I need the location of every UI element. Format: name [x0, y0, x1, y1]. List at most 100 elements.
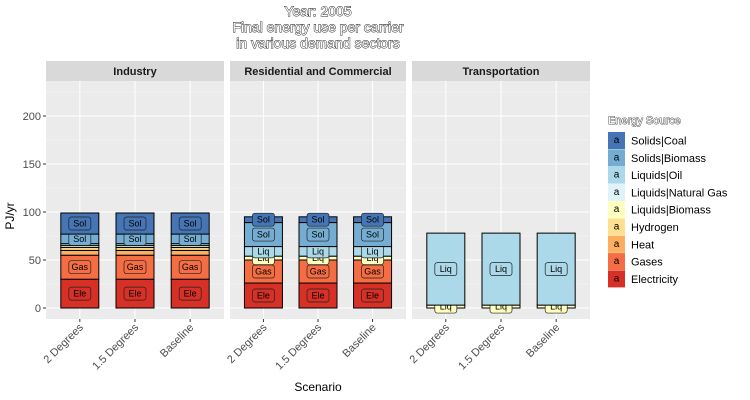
bar-label: Liq	[495, 302, 507, 312]
x-tick-label: Baseline	[158, 322, 196, 360]
bar-label-box	[252, 212, 275, 227]
bar-label: Sol	[184, 234, 197, 244]
bar-label: Liq	[495, 264, 507, 274]
bar-label: Sol	[257, 215, 270, 225]
legend-key-glyph: a	[614, 170, 620, 181]
bar-label: Sol	[366, 230, 379, 240]
bar-segment	[170, 249, 210, 256]
facet-strip-label: Transportation	[462, 66, 539, 78]
x-tick-label: 2 Degrees	[225, 321, 270, 366]
bar-label: Liq	[550, 302, 562, 312]
legend-key	[608, 253, 625, 271]
bar-label: Sol	[128, 219, 141, 229]
bar-label: Gas	[364, 267, 381, 277]
bar-label-box	[361, 264, 384, 279]
legend-key-glyph: a	[614, 135, 620, 146]
legend-item-label: Solids|Coal	[631, 136, 686, 148]
legend-key-glyph: a	[614, 222, 620, 233]
x-tick-label: Baseline	[340, 322, 378, 360]
bar-label: Ele	[311, 291, 324, 301]
bar-label: Sol	[184, 219, 197, 229]
bar-label: Gas	[127, 262, 144, 272]
bar-label: Gas	[72, 262, 89, 272]
bar-label-box	[252, 288, 275, 303]
facet-strip	[46, 61, 224, 81]
bar-label: Liq	[440, 264, 452, 274]
x-tick-label: Baseline	[524, 322, 562, 360]
legend-key-glyph: a	[614, 204, 620, 215]
bar-label-box	[434, 262, 458, 276]
bar-label: Liq	[312, 246, 324, 256]
bar-label: Gas	[182, 262, 199, 272]
legend-key-glyph: a	[614, 256, 620, 267]
bar-label: Liq	[257, 246, 269, 256]
legend-item-label: Heat	[631, 239, 654, 251]
bar-label: Gas	[310, 267, 327, 277]
legend-key	[608, 201, 625, 219]
y-tick-label: 150	[23, 159, 41, 171]
legend-key-glyph: a	[614, 152, 620, 163]
bar-label-box	[544, 262, 568, 276]
bar-label-box	[178, 260, 202, 275]
bar-label-box	[123, 286, 147, 301]
bar-segment	[115, 249, 155, 256]
bar-label: Gas	[255, 267, 272, 277]
chart-title-line-3: in various demand sectors	[236, 35, 399, 51]
bar-label-box	[178, 286, 202, 301]
legend-item-label: Electricity	[631, 274, 679, 286]
legend-key	[608, 132, 625, 149]
bar-label: Ele	[257, 291, 270, 301]
bar-label: Liq	[550, 264, 562, 274]
bar-label-box	[306, 227, 330, 242]
bar-label: Ele	[184, 289, 197, 299]
legend-key	[608, 270, 625, 288]
legend-item-label: Solids|Biomass	[631, 153, 706, 165]
legend-item-label: Liquids|Natural Gas	[631, 187, 728, 199]
bar-label: Sol	[311, 230, 324, 240]
x-tick-label: 2 Degrees	[408, 321, 453, 366]
x-tick-label: 1.5 Degrees	[456, 321, 507, 372]
bar-label: Ele	[366, 291, 379, 301]
bar-label-box	[123, 216, 147, 231]
bar-label: Liq	[367, 246, 379, 256]
bar-label-box	[306, 288, 330, 303]
bar-label-box	[489, 262, 513, 276]
x-tick-label: 2 Degrees	[42, 321, 87, 366]
chart-title-line-1: Year: 2005	[284, 3, 351, 19]
bar-label: Sol	[73, 234, 86, 244]
bar-label-box	[306, 212, 330, 227]
legend-key	[608, 235, 625, 253]
y-tick-label: 50	[29, 255, 41, 267]
bar-label: Sol	[311, 215, 324, 225]
bar-label-box	[361, 288, 384, 303]
facet-strip	[230, 61, 406, 81]
legend-key	[608, 149, 625, 167]
legend-key-glyph: a	[614, 273, 620, 284]
y-tick-label: 200	[23, 111, 41, 123]
bar-label-box	[68, 286, 92, 301]
legend-key-glyph: a	[614, 187, 620, 198]
bar-label: Sol	[128, 234, 141, 244]
legend: Energy Source a Solids|Coal a Solids|Biomas…	[608, 115, 728, 288]
x-axis-title: Scenario	[294, 380, 342, 394]
facet-strip-label: Industry	[113, 66, 157, 78]
legend-item-label: Gases	[631, 257, 663, 269]
bar-label-box	[68, 260, 92, 275]
facet-strip	[412, 61, 590, 81]
bar-segment	[60, 249, 100, 256]
legend-title: Energy Source	[608, 115, 681, 127]
bar-label: Sol	[257, 230, 270, 240]
legend-item-label: Liquids|Oil	[631, 170, 682, 182]
bar-label: Liq	[440, 302, 452, 312]
chart-title-line-2: Final energy use per carrier	[232, 19, 404, 35]
bar-label: Ele	[128, 289, 141, 299]
facet-strip-label: Residential and Commercial	[244, 66, 391, 78]
bar-label: Ele	[73, 289, 86, 299]
bar-label-box	[361, 227, 384, 242]
y-axis-title: PJ/yr	[3, 202, 17, 229]
y-tick-label: 0	[35, 303, 41, 315]
y-tick-label: 100	[23, 207, 41, 219]
bar-label-box	[178, 216, 202, 231]
bar-label-box	[252, 227, 275, 242]
